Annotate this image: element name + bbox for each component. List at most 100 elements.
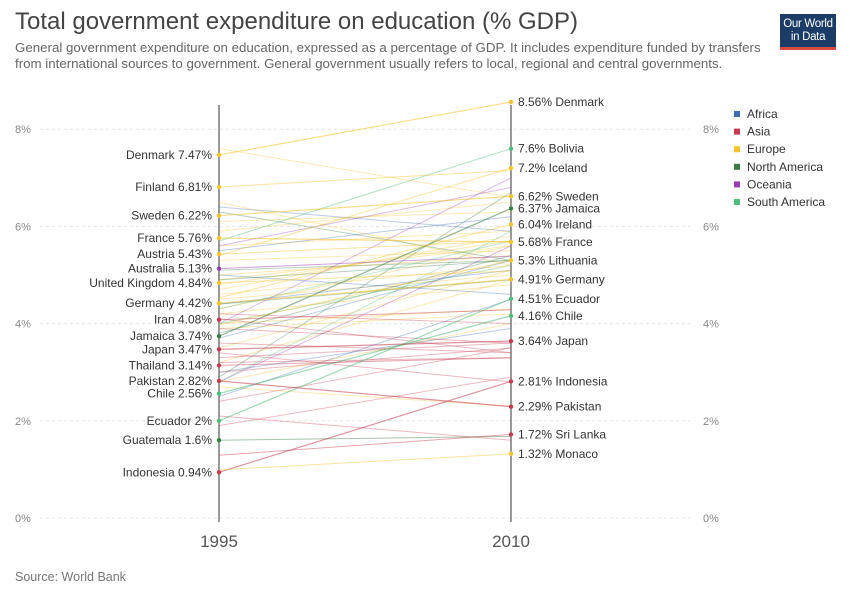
series-line[interactable] bbox=[218, 327, 512, 373]
series-line[interactable] bbox=[218, 216, 512, 252]
series-line[interactable] bbox=[218, 315, 512, 395]
series-point[interactable] bbox=[508, 296, 514, 302]
series-point[interactable] bbox=[508, 338, 514, 344]
series-line[interactable] bbox=[218, 255, 512, 276]
series-point[interactable] bbox=[216, 470, 222, 475]
series-point[interactable] bbox=[216, 184, 222, 190]
legend-entry[interactable]: Oceania bbox=[747, 177, 792, 191]
series-point[interactable] bbox=[216, 418, 222, 423]
series-line[interactable] bbox=[218, 435, 512, 441]
series-point[interactable] bbox=[216, 235, 222, 241]
series-point[interactable] bbox=[508, 222, 514, 227]
series-line[interactable] bbox=[218, 278, 512, 304]
series-line[interactable] bbox=[218, 230, 512, 247]
series-point[interactable] bbox=[508, 258, 514, 263]
series-line[interactable] bbox=[218, 240, 512, 286]
series-line[interactable] bbox=[218, 169, 512, 188]
legend-swatch[interactable] bbox=[734, 163, 740, 170]
series-line[interactable] bbox=[218, 259, 512, 281]
legend-swatch[interactable] bbox=[734, 181, 740, 188]
series-point[interactable] bbox=[216, 334, 222, 339]
series-line[interactable] bbox=[218, 274, 512, 295]
series-line[interactable] bbox=[218, 313, 512, 329]
series-point[interactable] bbox=[216, 391, 222, 396]
series-point[interactable] bbox=[216, 438, 222, 443]
series-point[interactable] bbox=[508, 194, 514, 199]
series-line[interactable] bbox=[218, 255, 512, 334]
series-line[interactable] bbox=[218, 187, 512, 247]
series-line[interactable] bbox=[218, 245, 512, 383]
legend-swatch[interactable] bbox=[734, 128, 740, 135]
series-line[interactable] bbox=[218, 237, 512, 243]
series-point[interactable] bbox=[508, 277, 514, 282]
series-line[interactable] bbox=[218, 415, 512, 441]
series-line[interactable] bbox=[218, 284, 512, 315]
series-line[interactable] bbox=[218, 148, 512, 198]
series-line[interactable] bbox=[218, 357, 512, 366]
series-point[interactable] bbox=[508, 99, 514, 105]
series-line[interactable] bbox=[218, 259, 512, 339]
series-point[interactable] bbox=[216, 300, 222, 306]
series-line[interactable] bbox=[218, 347, 512, 402]
series-line[interactable] bbox=[218, 207, 512, 337]
series-line[interactable] bbox=[218, 101, 512, 156]
series-line[interactable] bbox=[218, 298, 512, 422]
legend-swatch[interactable] bbox=[734, 199, 740, 205]
series-line[interactable] bbox=[218, 195, 512, 217]
owid-logo[interactable]: Our World in Data bbox=[780, 14, 836, 50]
series-line[interactable] bbox=[218, 223, 512, 299]
series-point[interactable] bbox=[216, 280, 222, 285]
series-line[interactable] bbox=[218, 167, 512, 257]
series-line[interactable] bbox=[218, 206, 512, 232]
series-line[interactable] bbox=[218, 274, 512, 300]
series-line[interactable] bbox=[218, 279, 512, 363]
series-point[interactable] bbox=[508, 165, 514, 171]
series-line[interactable] bbox=[218, 264, 512, 295]
series-line[interactable] bbox=[218, 309, 512, 321]
series-line[interactable] bbox=[218, 259, 512, 271]
series-line[interactable] bbox=[218, 240, 512, 255]
series-point[interactable] bbox=[508, 379, 514, 384]
series-point[interactable] bbox=[216, 363, 222, 368]
series-point[interactable] bbox=[216, 347, 222, 352]
series-point[interactable] bbox=[508, 146, 514, 151]
series-line[interactable] bbox=[218, 376, 512, 427]
series-point[interactable] bbox=[216, 251, 222, 257]
series-line[interactable] bbox=[218, 230, 512, 383]
series-line[interactable] bbox=[218, 308, 512, 325]
legend-entry[interactable]: Asia bbox=[747, 125, 771, 139]
series-line[interactable] bbox=[218, 250, 512, 261]
legend-swatch[interactable] bbox=[734, 146, 740, 153]
series-line[interactable] bbox=[218, 352, 512, 383]
series-line[interactable] bbox=[218, 240, 512, 310]
series-line[interactable] bbox=[218, 191, 512, 378]
legend-entry[interactable]: Europe bbox=[747, 142, 786, 156]
series-line[interactable] bbox=[218, 148, 512, 242]
series-point[interactable] bbox=[216, 152, 222, 158]
series-line[interactable] bbox=[218, 211, 512, 261]
legend-entry[interactable]: Africa bbox=[747, 107, 778, 121]
series-line[interactable] bbox=[218, 340, 512, 350]
series-line[interactable] bbox=[218, 342, 512, 359]
series-point[interactable] bbox=[216, 213, 222, 218]
series-line[interactable] bbox=[218, 380, 512, 408]
legend-entry[interactable]: South America bbox=[747, 195, 825, 209]
series-point[interactable] bbox=[508, 313, 514, 319]
series-line[interactable] bbox=[218, 255, 512, 270]
series-line[interactable] bbox=[218, 269, 512, 305]
series-line[interactable] bbox=[218, 323, 512, 383]
series-line[interactable] bbox=[218, 211, 512, 223]
legend-swatch[interactable] bbox=[734, 111, 740, 117]
series-line[interactable] bbox=[218, 245, 512, 310]
series-line[interactable] bbox=[218, 380, 512, 473]
series-point[interactable] bbox=[508, 206, 514, 211]
series-line[interactable] bbox=[218, 201, 512, 232]
series-point[interactable] bbox=[508, 432, 514, 437]
series-line[interactable] bbox=[218, 318, 512, 354]
series-line[interactable] bbox=[218, 259, 512, 326]
series-line[interactable] bbox=[218, 270, 512, 284]
series-point[interactable] bbox=[508, 239, 514, 245]
series-line[interactable] bbox=[218, 327, 512, 344]
series-line[interactable] bbox=[218, 433, 512, 456]
series-point[interactable] bbox=[216, 317, 222, 322]
